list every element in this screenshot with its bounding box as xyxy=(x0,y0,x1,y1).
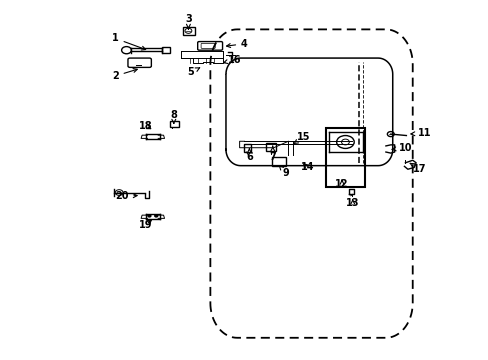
Bar xyxy=(182,27,194,35)
Text: 3: 3 xyxy=(184,14,191,29)
Text: 8: 8 xyxy=(170,111,177,123)
Text: 20: 20 xyxy=(115,191,137,201)
Bar xyxy=(169,121,178,127)
Text: 13: 13 xyxy=(346,198,359,208)
Bar xyxy=(266,143,276,150)
Text: 17: 17 xyxy=(409,163,426,174)
Text: 2: 2 xyxy=(112,68,137,81)
Bar xyxy=(271,157,286,166)
Text: 11: 11 xyxy=(410,129,431,138)
Bar xyxy=(161,47,170,53)
Text: 16: 16 xyxy=(224,54,241,64)
Text: 9: 9 xyxy=(279,166,289,178)
Text: 15: 15 xyxy=(293,132,310,144)
Bar xyxy=(326,128,365,187)
Text: 10: 10 xyxy=(391,143,411,153)
Text: 1: 1 xyxy=(112,33,145,50)
Text: 12: 12 xyxy=(335,179,348,189)
Text: 7: 7 xyxy=(269,146,276,162)
Text: 14: 14 xyxy=(301,162,314,172)
Text: 18: 18 xyxy=(139,121,153,131)
Circle shape xyxy=(148,215,151,217)
Text: 19: 19 xyxy=(139,220,152,230)
Bar xyxy=(243,144,251,152)
Text: 5: 5 xyxy=(187,67,200,77)
Text: 6: 6 xyxy=(245,149,252,162)
Circle shape xyxy=(155,215,158,217)
Text: 4: 4 xyxy=(226,39,247,49)
